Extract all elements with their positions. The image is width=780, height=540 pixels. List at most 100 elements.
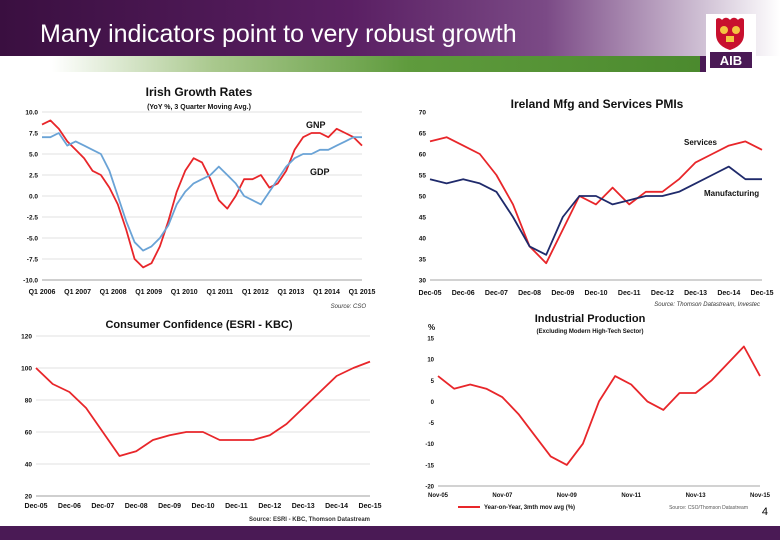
- pmi-chart: Ireland Mfg and Services PMIs 70 65 60 55 50…: [419, 97, 774, 308]
- pmi-xticks: Dec-05 Dec-06 Dec-07 Dec-08 Dec-09 Dec-10 Dec-…: [419, 279, 774, 297]
- x-tick-label: Dec-13: [684, 290, 707, 297]
- x-tick-label: Q1 2010: [171, 289, 198, 296]
- x-tick-label: Nov-07: [492, 493, 513, 499]
- x-tick-label: Dec-05: [419, 290, 442, 297]
- y-tick-label: 10: [427, 358, 434, 364]
- y-tick-label: 80: [25, 398, 33, 405]
- y-tick-label: 120: [21, 334, 32, 341]
- logo-text: AIB: [720, 53, 742, 68]
- x-tick-label: Nov-15: [750, 493, 771, 499]
- x-tick-label: Dec-10: [585, 290, 608, 297]
- y-tick-label: -5.0: [27, 236, 39, 243]
- y-tick-label: 60: [25, 430, 33, 437]
- confidence-yticks: 120 100 80 60 40 20: [21, 334, 32, 501]
- series-line-gnp: [41, 119, 363, 269]
- x-tick-label: Dec-12: [258, 503, 281, 510]
- x-tick-label: Dec-10: [192, 503, 215, 510]
- x-tick-label: Q1 2009: [135, 289, 162, 296]
- growth-grid: [42, 111, 362, 281]
- x-tick-label: Dec-06: [452, 290, 475, 297]
- x-tick-label: Dec-15: [751, 290, 774, 297]
- x-tick-label: Q1 2015: [349, 289, 376, 296]
- series-line-manufacturing: [429, 165, 762, 256]
- y-tick-label: -10: [425, 442, 434, 448]
- y-tick-label: 0.0: [29, 194, 38, 201]
- y-tick-label: 50: [419, 194, 427, 201]
- series-line-0: [35, 360, 371, 457]
- y-tick-label: 40: [419, 236, 427, 243]
- x-tick-label: Q1 2011: [207, 289, 234, 296]
- y-tick-label: 70: [419, 110, 427, 117]
- header-bar: Many indicators point to very robust gro…: [0, 0, 780, 56]
- green-accent-bar: [52, 56, 700, 72]
- legend-label: Year-on-Year, 3mth mov avg (%): [484, 505, 575, 511]
- x-tick-label: Q1 2008: [100, 289, 127, 296]
- industrial-xticks: Nov-05 Nov-07 Nov-09 Nov-11 Nov-13 Nov-15: [428, 485, 771, 499]
- x-tick-label: Dec-14: [717, 290, 740, 297]
- y-tick-label: -2.5: [27, 215, 39, 222]
- x-tick-label: Q1 2014: [313, 289, 340, 296]
- y-tick-label: 2.5: [29, 173, 38, 180]
- slide-title: Many indicators point to very robust gro…: [40, 20, 517, 48]
- series-line-services: [429, 136, 763, 265]
- confidence-series: [35, 360, 371, 457]
- x-tick-label: Dec-07: [485, 290, 508, 297]
- x-tick-label: Dec-06: [58, 503, 81, 510]
- y-tick-label: 7.5: [29, 131, 38, 138]
- y-tick-label: -15: [425, 463, 434, 469]
- x-tick-label: Nov-05: [428, 493, 449, 499]
- growth-chart: Irish Growth Rates (YoY %, 3 Quarter Mov…: [23, 85, 376, 310]
- x-tick-label: Dec-09: [158, 503, 181, 510]
- pmi-yticks: 70 65 60 55 50 45 40 35 30: [419, 110, 427, 285]
- y-tick-label: 20: [25, 494, 33, 501]
- growth-xticks: Q1 2006 Q1 2007 Q1 2008 Q1 2009 Q1 2010 Q1 20…: [29, 279, 376, 296]
- x-tick-label: Dec-13: [292, 503, 315, 510]
- annotation-gdp: GDP: [310, 167, 330, 177]
- x-tick-label: Nov-13: [686, 493, 707, 499]
- bottom-bar: [0, 526, 780, 540]
- confidence-chart: Consumer Confidence (ESRI - KBC) 120 100 8…: [21, 319, 382, 523]
- x-tick-label: Q1 2013: [277, 289, 304, 296]
- y-tick-label: 5: [431, 379, 435, 385]
- annotation-gnp: GNP: [306, 120, 326, 130]
- confidence-xticks: Dec-05 Dec-06 Dec-07 Dec-08 Dec-09 Dec-10 Dec-…: [25, 495, 382, 510]
- growth-yticks: 10.0 7.5 5.0 2.5 0.0 -2.5 -5.0 -7.5 -10.0: [23, 110, 38, 285]
- y-tick-label: -10.0: [23, 278, 38, 285]
- industrial-series: [437, 345, 761, 466]
- y-tick-label: 40: [25, 462, 33, 469]
- chart-source: Source: ESRI - KBC, Thomson Datastream: [249, 517, 370, 523]
- growth-series: [41, 119, 363, 269]
- y-tick-label: 60: [419, 152, 427, 159]
- y-tick-label: 15: [427, 337, 434, 343]
- x-tick-label: Q1 2012: [242, 289, 269, 296]
- page-number: 4: [761, 506, 768, 518]
- x-tick-label: Dec-15: [359, 503, 382, 510]
- chart-subtitle: (Excluding Modern High-Tech Sector): [537, 329, 644, 335]
- chart-title: Ireland Mfg and Services PMIs: [511, 97, 684, 111]
- y-tick-label: -20: [425, 485, 434, 491]
- x-tick-label: Nov-09: [557, 493, 578, 499]
- x-tick-label: Q1 2006: [29, 289, 56, 296]
- x-tick-label: Q1 2007: [64, 289, 91, 296]
- x-tick-label: Dec-05: [25, 503, 48, 510]
- y-tick-label: 100: [21, 366, 32, 373]
- x-tick-label: Nov-11: [621, 493, 641, 499]
- industrial-chart: Industrial Production (Excluding Modern …: [425, 313, 771, 511]
- aib-logo: AIB: [706, 14, 756, 70]
- x-tick-label: Dec-14: [325, 503, 348, 510]
- y-tick-label: 45: [419, 215, 427, 222]
- annotation-manufacturing: Manufacturing: [704, 189, 759, 198]
- y-tick-label: 55: [419, 173, 427, 180]
- x-tick-label: Dec-11: [618, 290, 641, 297]
- series-line-gdp: [42, 132, 362, 252]
- x-tick-label: Dec-12: [651, 290, 674, 297]
- y-tick-label: 65: [419, 131, 427, 138]
- series-line-year-on-year-3mth-mov-avg-: [437, 345, 761, 466]
- y-tick-label: -5: [429, 421, 435, 427]
- x-tick-label: Dec-07: [91, 503, 114, 510]
- x-tick-label: Dec-09: [551, 290, 574, 297]
- pmi-series: [429, 136, 763, 265]
- chart-title: Irish Growth Rates: [146, 85, 253, 99]
- chart-title: Industrial Production: [535, 313, 646, 325]
- y-tick-label: -7.5: [27, 257, 39, 264]
